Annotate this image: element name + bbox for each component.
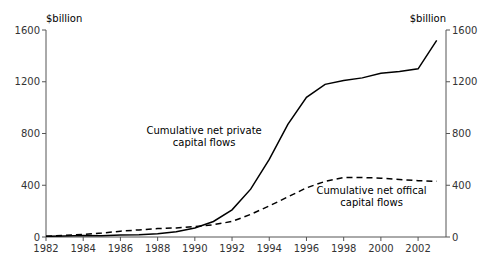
plot-area [46,40,437,236]
x-tick [343,237,344,241]
y-tick [42,30,46,31]
annotation: Cumulative net privatecapital flows [147,125,262,148]
annotation-line: capital flows [173,137,236,148]
y-tick-label: 0 [34,232,40,243]
y2-tick-label: 400 [452,180,471,191]
y2-axis-label: $billion [410,13,446,24]
x-tick-label: 1998 [331,243,356,254]
y2-tick-label: 1600 [452,25,477,36]
x-tick [306,237,307,241]
x-tick [194,237,195,241]
y2-tick-label: 800 [452,128,471,139]
y-axis-label: $billion [46,13,82,24]
y-tick-label: 400 [21,180,40,191]
x-tick [120,237,121,241]
annotation: Cumulative net officalcapital flows [317,185,427,208]
x-tick [46,237,47,241]
chart: 1982 1984 1986 1988 1990 1992 1994 1996 1998 2000… [0,0,492,265]
y2-tick [446,237,450,238]
y-tick [42,81,46,82]
y2-tick-label: 1200 [452,76,477,87]
x-tick-label: 2002 [405,243,430,254]
y2-tick [446,133,450,134]
y-tick-label: 800 [21,128,40,139]
x-tick-label: 1986 [108,243,133,254]
annotation-line: Cumulative net private [147,125,262,136]
y2-tick [446,185,450,186]
y-tick [42,185,46,186]
y-tick-label: 1600 [15,25,40,36]
annotation-line: Cumulative net offical [317,185,427,196]
x-tick-label: 1994 [257,243,282,254]
x-tick-label: 1996 [294,243,319,254]
x-tick [380,237,381,241]
x-tick [157,237,158,241]
x-tick [418,237,419,241]
x-tick [83,237,84,241]
y-tick-label: 1200 [15,76,40,87]
x-tick [269,237,270,241]
x-tick-label: 1990 [182,243,207,254]
x-axis-line [46,237,446,238]
y-tick [42,237,46,238]
y2-tick-label: 0 [452,232,458,243]
x-tick-label: 1982 [33,243,58,254]
x-tick-label: 1992 [219,243,244,254]
annotation-line: capital flows [340,197,403,208]
y2-tick [446,81,450,82]
x-tick-label: 1984 [70,243,95,254]
x-tick-label: 2000 [368,243,393,254]
x-tick [232,237,233,241]
series-line [46,40,437,236]
series-line [46,177,437,236]
x-tick-label: 1988 [145,243,170,254]
y2-tick [446,30,450,31]
y-tick [42,133,46,134]
